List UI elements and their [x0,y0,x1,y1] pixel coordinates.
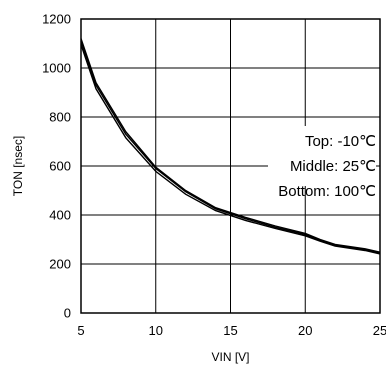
plot-frame [80,18,381,314]
y-tick-labels: 0 200 400 600 800 1000 1200 [42,12,71,321]
x-axis-label: VIN [V] [211,350,249,364]
x-tick-label: 5 [77,323,84,338]
x-tick-label: 25 [373,323,386,338]
y-tick-label: 0 [64,306,71,321]
x-tick-label: 15 [223,323,237,338]
y-tick-label: 200 [49,257,71,272]
annotation-background [268,126,376,186]
series-line-1 [80,40,381,254]
series-line-2 [80,44,381,255]
annotation-top: Top: -10℃ [305,133,376,150]
series-group [80,38,381,255]
y-axis-label: TON [nsec] [11,136,25,196]
annotation-middle: Middle: 25℃ [290,158,376,175]
y-tick-label: 800 [49,110,71,125]
y-tick-label: 1000 [42,61,71,76]
x-tick-label: 20 [298,323,312,338]
annotation-bottom: Bottom: 100℃ [278,183,376,200]
y-tick-label: 600 [49,159,71,174]
x-tick-label: 10 [149,323,163,338]
y-tick-label: 400 [49,208,71,223]
annotation-box [268,126,376,186]
y-tick-label: 1200 [42,12,71,27]
x-tick-labels: 5 10 15 20 25 [77,323,386,338]
